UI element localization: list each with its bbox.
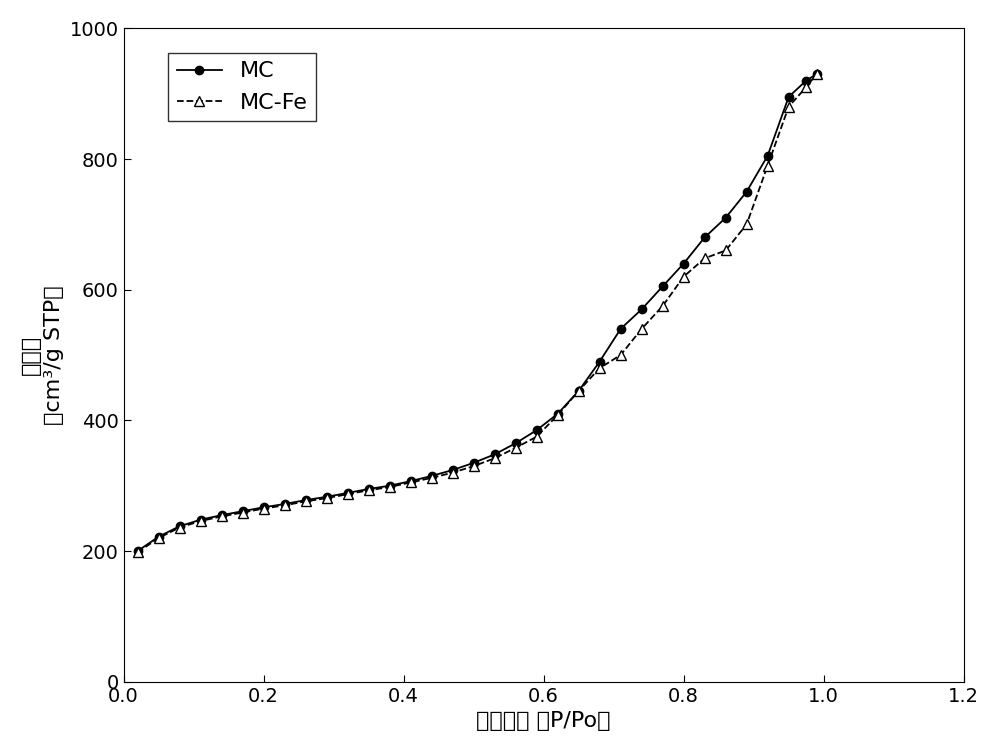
MC-Fe: [615, 350, 627, 359]
MC: [405, 477, 417, 486]
MC: [594, 357, 606, 366]
Line: MC-Fe: MC-Fe: [133, 69, 822, 557]
Y-axis label: 吸附量
（cm³/g STP）: 吸附量 （cm³/g STP）: [21, 285, 64, 425]
MC-Fe: [573, 387, 585, 396]
MC-Fe: [468, 462, 480, 471]
MC: [762, 151, 774, 160]
MC-Fe: [405, 478, 417, 487]
MC-Fe: [811, 70, 823, 79]
MC-Fe: [552, 411, 564, 420]
MC-Fe: [762, 161, 774, 170]
MC: [531, 426, 543, 435]
MC-Fe: [678, 272, 690, 281]
MC: [636, 305, 648, 314]
MC: [510, 438, 522, 447]
Legend: MC, MC-Fe: MC, MC-Fe: [168, 53, 316, 121]
MC: [153, 532, 165, 541]
MC: [426, 472, 438, 481]
MC-Fe: [426, 473, 438, 482]
MC-Fe: [300, 497, 312, 506]
MC-Fe: [489, 453, 501, 462]
MC: [258, 503, 270, 512]
MC: [800, 76, 812, 85]
MC: [699, 233, 711, 242]
MC: [132, 547, 144, 556]
MC-Fe: [153, 533, 165, 542]
MC-Fe: [741, 220, 753, 229]
MC: [279, 499, 291, 508]
MC-Fe: [783, 102, 795, 111]
MC: [237, 507, 249, 516]
MC-Fe: [216, 512, 228, 521]
MC-Fe: [195, 517, 207, 526]
MC: [657, 282, 669, 291]
MC-Fe: [384, 483, 396, 492]
MC: [678, 259, 690, 268]
Line: MC: MC: [133, 70, 821, 555]
MC: [468, 458, 480, 467]
MC-Fe: [258, 504, 270, 513]
MC: [741, 187, 753, 196]
MC-Fe: [321, 493, 333, 502]
MC: [615, 324, 627, 333]
MC-Fe: [636, 324, 648, 333]
MC: [489, 450, 501, 459]
MC: [552, 409, 564, 418]
MC-Fe: [237, 508, 249, 517]
MC: [300, 496, 312, 505]
MC-Fe: [531, 432, 543, 441]
MC: [363, 484, 375, 493]
MC: [195, 515, 207, 524]
MC-Fe: [657, 302, 669, 311]
MC-Fe: [510, 444, 522, 453]
MC: [384, 481, 396, 490]
MC-Fe: [800, 83, 812, 92]
MC: [720, 214, 732, 223]
MC: [811, 70, 823, 79]
MC-Fe: [594, 364, 606, 373]
MC-Fe: [447, 468, 459, 478]
MC: [342, 488, 354, 497]
MC-Fe: [174, 523, 186, 532]
MC-Fe: [132, 548, 144, 557]
MC-Fe: [699, 254, 711, 263]
MC: [783, 92, 795, 102]
MC-Fe: [363, 486, 375, 495]
MC-Fe: [342, 490, 354, 499]
MC: [321, 493, 333, 502]
MC: [216, 511, 228, 520]
MC: [174, 522, 186, 531]
MC: [447, 465, 459, 475]
MC: [573, 387, 585, 396]
X-axis label: 相对压力 （P/Po）: 相对压力 （P/Po）: [476, 711, 611, 731]
MC-Fe: [720, 246, 732, 255]
MC-Fe: [279, 501, 291, 510]
